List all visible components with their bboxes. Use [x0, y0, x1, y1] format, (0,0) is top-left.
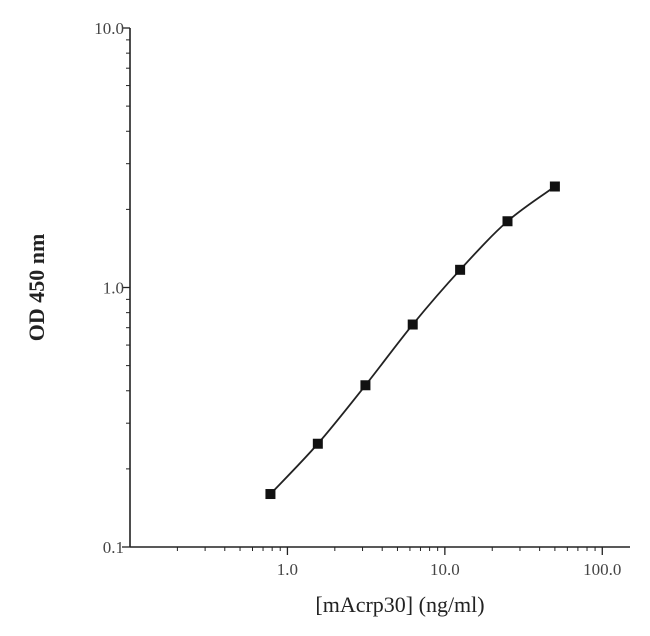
data-point — [312, 438, 323, 449]
x-tick-label: 100.0 — [583, 560, 621, 579]
axis-ticks — [122, 27, 603, 555]
x-axis-title: [mAcrp30] (ng/ml) — [315, 592, 484, 617]
data-point — [549, 181, 560, 192]
data-point — [455, 264, 466, 275]
data-point — [265, 489, 276, 500]
y-axis-title: OD 450 nm — [24, 234, 49, 342]
tick-labels: 0.1 1.0 10.0 1.0 10.0 100.0 — [94, 19, 621, 579]
data-point — [360, 380, 371, 391]
y-tick-label: 1.0 — [103, 279, 124, 298]
x-tick-label: 10.0 — [430, 560, 460, 579]
data-point — [502, 216, 513, 227]
data-point — [407, 319, 418, 330]
axes — [129, 28, 630, 548]
x-tick-label: 1.0 — [277, 560, 298, 579]
data-markers — [265, 181, 560, 500]
y-tick-label: 10.0 — [94, 19, 124, 38]
y-tick-label: 0.1 — [103, 538, 124, 557]
